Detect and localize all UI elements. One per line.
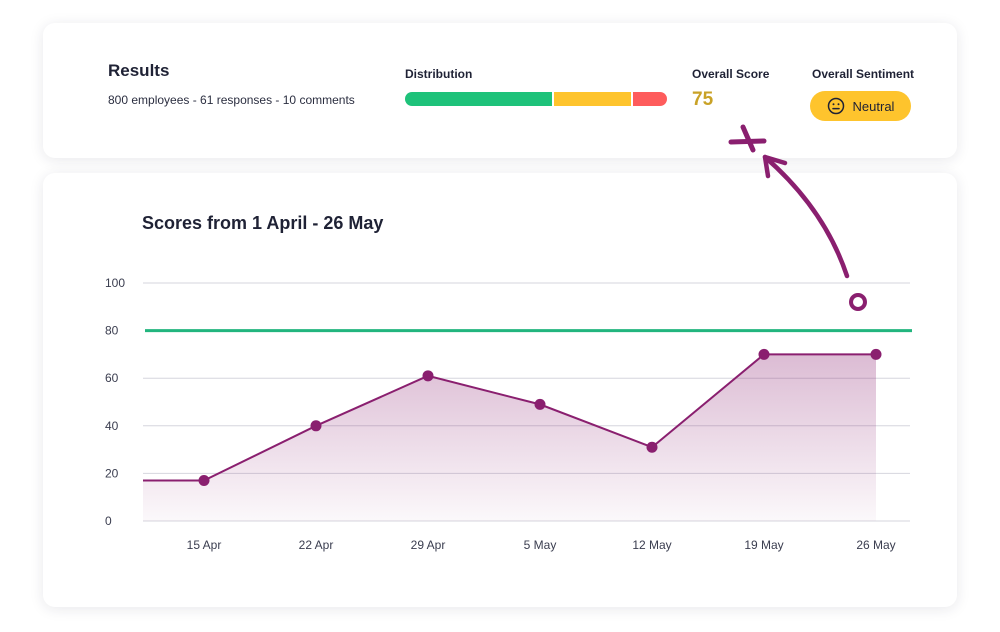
results-summary-card: Results 800 employees - 61 responses - 1… (43, 23, 957, 158)
distribution-bar (405, 92, 667, 106)
x-tick-label: 19 May (744, 538, 783, 552)
data-point (534, 398, 546, 410)
results-subtitle: 800 employees - 61 responses - 10 commen… (108, 93, 355, 107)
y-tick-label: 100 (105, 276, 125, 290)
sentiment-badge: Neutral (810, 91, 911, 121)
neutral-face-icon (827, 97, 845, 115)
x-tick-label: 22 Apr (299, 538, 334, 552)
x-tick-label: 29 Apr (411, 538, 446, 552)
distribution-segment-positive (405, 92, 553, 106)
scores-chart-card: Scores from 1 April - 26 May 100 80 60 40 20… (43, 173, 957, 607)
y-tick-label: 0 (105, 514, 112, 528)
score-area (143, 354, 876, 521)
distribution-segment-negative (633, 92, 667, 106)
scores-chart: 100 80 60 40 20 0 15 Apr 22 Apr 29 Apr 5 May 12 Ma… (105, 276, 912, 552)
distribution-label: Distribution (405, 67, 473, 81)
data-point (422, 370, 434, 382)
overall-score-label: Overall Score (692, 67, 770, 81)
data-point (646, 441, 658, 453)
x-tick-label: 12 May (632, 538, 671, 552)
distribution-segment-neutral (554, 92, 632, 106)
y-tick-label: 20 (105, 466, 119, 480)
results-title: Results (108, 61, 170, 80)
score-line (143, 353, 876, 482)
y-tick-label: 40 (105, 419, 119, 433)
chart-title: Scores from 1 April - 26 May (142, 213, 384, 233)
x-tick-label: 26 May (856, 538, 895, 552)
y-tick-label: 60 (105, 371, 119, 385)
sentiment-label: Neutral (852, 98, 895, 114)
y-tick-label: 80 (105, 324, 119, 338)
data-point (758, 348, 770, 360)
data-point (310, 420, 322, 432)
data-point (870, 348, 882, 360)
x-tick-label: 15 Apr (187, 538, 222, 552)
overall-sentiment-label: Overall Sentiment (812, 67, 915, 81)
overall-score-value: 75 (692, 89, 714, 110)
x-tick-label: 5 May (524, 538, 557, 552)
data-point (198, 475, 210, 487)
